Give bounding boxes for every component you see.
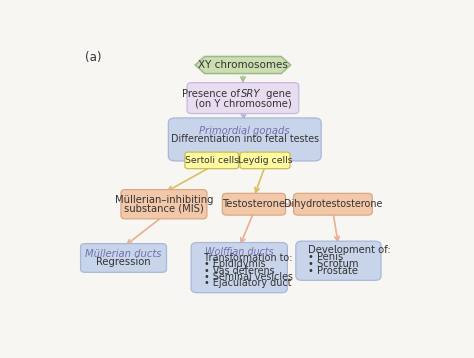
Text: Regression: Regression (96, 257, 151, 267)
Text: Sertoli cells: Sertoli cells (185, 156, 239, 165)
FancyBboxPatch shape (240, 152, 290, 169)
Text: Müllerian–inhibiting: Müllerian–inhibiting (115, 195, 213, 205)
Polygon shape (195, 57, 291, 73)
Text: • Epididymis: • Epididymis (204, 260, 265, 270)
Text: • Ejaculatory duct: • Ejaculatory duct (204, 279, 291, 289)
Text: Müllerian ducts: Müllerian ducts (85, 248, 162, 258)
Text: • Seminal vesicles: • Seminal vesicles (204, 272, 292, 282)
FancyBboxPatch shape (222, 193, 285, 215)
FancyBboxPatch shape (293, 193, 372, 215)
FancyBboxPatch shape (296, 241, 381, 280)
Text: • Penis: • Penis (308, 252, 344, 262)
FancyBboxPatch shape (185, 152, 238, 169)
Text: Differentiation into fetal testes: Differentiation into fetal testes (171, 134, 319, 144)
Text: Testosterone: Testosterone (222, 199, 285, 209)
FancyBboxPatch shape (191, 242, 287, 293)
Text: Transformation to:: Transformation to: (204, 253, 292, 263)
Text: Presence of: Presence of (182, 89, 243, 99)
Text: Leydig cells: Leydig cells (237, 156, 292, 165)
Text: (a): (a) (85, 51, 101, 64)
Text: (on Y chromosome): (on Y chromosome) (194, 98, 292, 108)
Text: XY chromosomes: XY chromosomes (198, 60, 288, 70)
FancyBboxPatch shape (81, 244, 166, 272)
FancyBboxPatch shape (187, 83, 299, 113)
FancyBboxPatch shape (121, 190, 207, 219)
Text: • Scrotum: • Scrotum (308, 259, 359, 269)
Text: • Vas deferens: • Vas deferens (204, 266, 274, 276)
Text: Wolffian ducts: Wolffian ducts (205, 247, 273, 257)
Text: gene: gene (263, 89, 291, 99)
Text: Dihydrotestosterone: Dihydrotestosterone (284, 199, 382, 209)
Text: Development of:: Development of: (308, 245, 391, 255)
Text: • Prostate: • Prostate (308, 266, 358, 276)
Text: Primordial gonads: Primordial gonads (200, 126, 290, 136)
Text: substance (MIS): substance (MIS) (124, 204, 204, 214)
FancyBboxPatch shape (168, 118, 321, 161)
Text: SRY: SRY (241, 89, 261, 99)
